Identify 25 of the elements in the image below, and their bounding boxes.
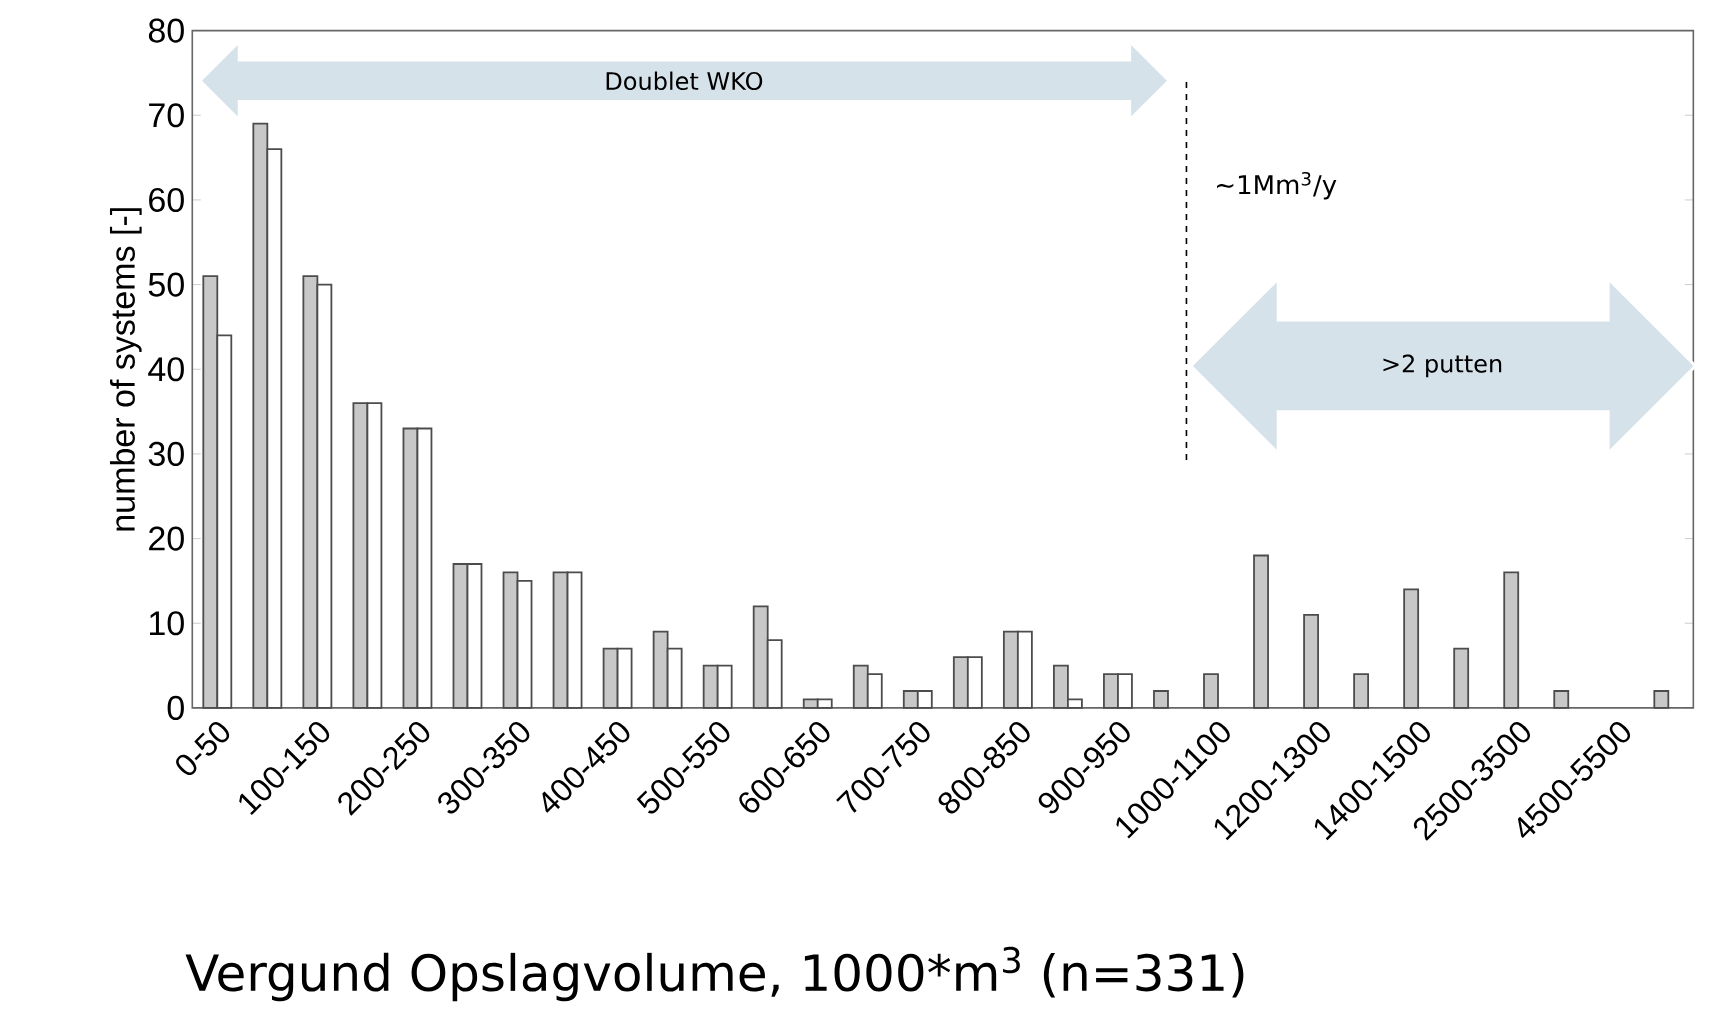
bar <box>1303 613 1319 709</box>
bar <box>1353 672 1370 709</box>
y-tick-label: 40 <box>148 357 184 382</box>
bar <box>1253 554 1269 709</box>
y-tick-label: 50 <box>148 272 184 297</box>
bar <box>1153 689 1169 709</box>
bar <box>1553 689 1570 709</box>
bar <box>1203 672 1219 709</box>
bar <box>1453 647 1470 709</box>
y-tick-label: 10 <box>149 611 184 636</box>
y-tick-label: 60 <box>149 187 184 212</box>
y-tick-label: 80 <box>148 18 184 43</box>
y-tick-label: 0 <box>167 695 184 720</box>
bar <box>1503 571 1520 709</box>
y-tick-label: 70 <box>149 103 184 128</box>
annotation: Doublet WKO <box>606 71 763 90</box>
y-axis-title: number of systems [-] <box>109 208 142 531</box>
y-tick-label: 30 <box>148 441 184 466</box>
bar <box>1403 588 1420 709</box>
x-tick-label: 0-50 <box>176 721 230 775</box>
annotation: ~1Mm$^{3}$/y <box>1217 171 1337 200</box>
bar <box>1653 689 1670 709</box>
annotation: >2 putten <box>1383 354 1502 378</box>
y-tick-label: 20 <box>149 526 184 551</box>
x-axis-title: Vergund Opslagvolume, 1000*m$^{3}$ (n=331) <box>185 946 1244 1002</box>
